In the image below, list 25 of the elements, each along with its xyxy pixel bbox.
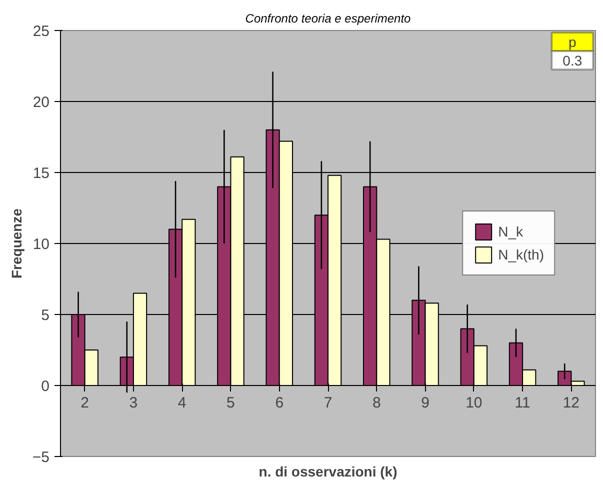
- y-tick-label: 5: [41, 307, 50, 324]
- x-tick-label: 7: [324, 394, 332, 412]
- x-tick-label: 2: [80, 394, 89, 412]
- x-tick-label: 11: [514, 394, 530, 412]
- x-tick-label: 8: [372, 394, 381, 412]
- annotation: p: [568, 34, 577, 50]
- y-axis-title: Frequenze: [8, 208, 24, 279]
- y-tick-label: 25: [32, 23, 50, 40]
- x-tick-label: 5: [226, 394, 235, 412]
- x-axis-title: n. di osservazioni (k): [258, 464, 398, 480]
- legend-label: N_k: [498, 224, 523, 240]
- chart-title: Confronto teoria e esperimento: [245, 12, 412, 26]
- x-tick-label: 4: [178, 394, 186, 412]
- x-tick-label: 3: [129, 394, 138, 412]
- y-tick-label: 10: [32, 236, 50, 253]
- legend-label: N_k(th): [498, 246, 544, 262]
- x-tick-label: 10: [466, 394, 482, 412]
- x-tick-label: 9: [421, 394, 430, 412]
- y-tick-label: 20: [32, 94, 50, 111]
- annotation: 0.3: [562, 52, 582, 68]
- x-tick-label: 12: [562, 394, 580, 412]
- y-tick-label: 15: [32, 165, 50, 182]
- x-tick-label: 6: [275, 394, 284, 412]
- y-tick-label: −5: [32, 449, 50, 466]
- y-tick-label: 0: [41, 378, 50, 395]
